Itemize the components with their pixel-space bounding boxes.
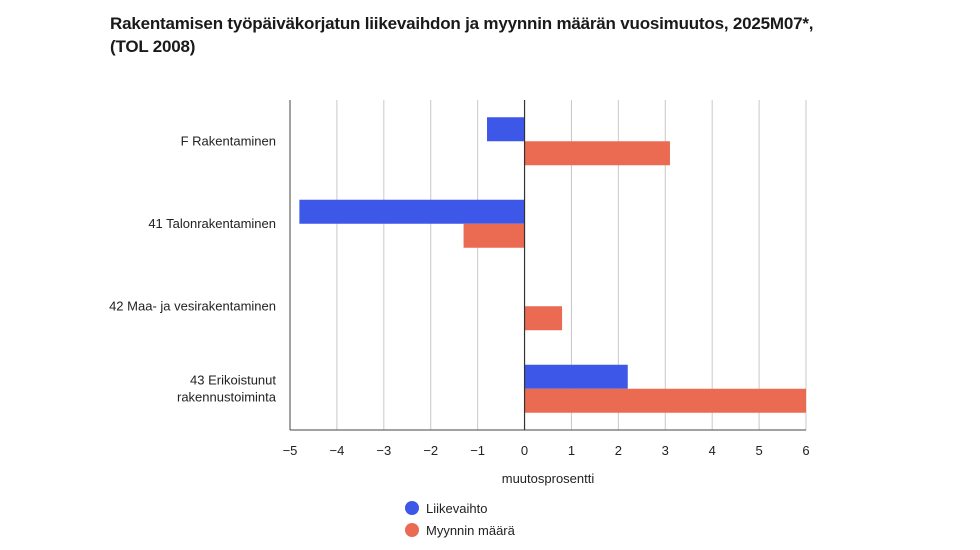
x-tick-label-1: −4 — [329, 443, 344, 458]
x-tick-label-11: 6 — [802, 443, 809, 458]
legend-label-myynnin-maara: Myynnin määrä — [426, 522, 515, 538]
bar-myynnin-maara-2 — [524, 306, 563, 331]
bars — [299, 117, 806, 413]
bar-myynnin-maara-1 — [463, 223, 525, 248]
bar-myynnin-maara-0 — [524, 141, 670, 166]
x-axis-label: muutosprosentti — [502, 471, 595, 486]
legend-label-liikevaihto: Liikevaihto — [426, 500, 488, 516]
chart-title-line-2: (TOL 2008) — [110, 37, 196, 56]
bar-liikevaihto-1 — [299, 199, 525, 224]
legend: Liikevaihto Myynnin määrä — [405, 497, 515, 541]
x-tick-label-6: 1 — [568, 443, 575, 458]
category-label-line-0-0: F Rakentaminen — [181, 133, 276, 148]
bar-myynnin-maara-3 — [524, 388, 806, 413]
chart-title: Rakentamisen työpäiväkorjatun liikevaihd… — [110, 12, 870, 58]
category-labels: F Rakentaminen 41 Talonrakentaminen 42 Maa… — [109, 133, 277, 404]
x-tick-label-0: −5 — [283, 443, 298, 458]
x-tick-label-9: 4 — [709, 443, 716, 458]
category-label-1: 41 Talonrakentaminen — [148, 216, 276, 231]
legend-swatch-liikevaihto — [405, 501, 419, 515]
bar-liikevaihto-3 — [524, 364, 628, 389]
category-label-2: 42 Maa- ja vesirakentaminen — [109, 298, 276, 313]
category-label-line-3-0: 43 Erikoistunut — [190, 372, 276, 387]
x-tick-label-10: 5 — [755, 443, 762, 458]
x-tick-label-8: 3 — [662, 443, 669, 458]
x-tick-label-7: 2 — [615, 443, 622, 458]
category-label-0: F Rakentaminen — [181, 133, 276, 148]
category-label-line-3-1: rakennustoiminta — [177, 389, 277, 404]
category-label-3: 43 Erikoistunut rakennustoiminta — [177, 372, 277, 404]
chart-title-line-1: Rakentamisen työpäiväkorjatun liikevaihd… — [110, 14, 814, 33]
x-tick-label-2: −3 — [376, 443, 391, 458]
bar-liikevaihto-0 — [487, 117, 525, 142]
x-tick-label-3: −2 — [423, 443, 438, 458]
axes — [289, 100, 806, 431]
legend-item-myynnin-maara: Myynnin määrä — [405, 519, 515, 541]
x-tick-label-4: −1 — [470, 443, 485, 458]
category-label-line-1-0: 41 Talonrakentaminen — [148, 216, 276, 231]
x-tick-labels: −5 −4 −3 −2 −1 0 1 2 3 4 5 6 — [283, 443, 810, 458]
category-label-line-2-0: 42 Maa- ja vesirakentaminen — [109, 298, 276, 313]
legend-swatch-myynnin-maara — [405, 523, 419, 537]
x-tick-label-5: 0 — [521, 443, 528, 458]
legend-item-liikevaihto: Liikevaihto — [405, 497, 515, 519]
